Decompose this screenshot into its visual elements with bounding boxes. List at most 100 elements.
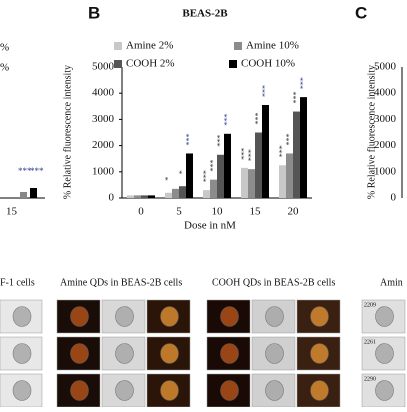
significance: *	[177, 170, 186, 174]
significance: ***	[239, 148, 248, 160]
bar	[262, 104, 269, 198]
panel-letter: B	[88, 3, 100, 22]
bar	[300, 97, 307, 198]
left-legend: %	[0, 42, 9, 54]
bar	[172, 188, 179, 198]
panel-c-letter: C	[355, 3, 367, 22]
image-caption: Amin	[380, 277, 403, 288]
panel-c-tick: 5000	[374, 61, 397, 73]
panel-c-tick: 1000	[374, 165, 397, 177]
y-tick-label: 1000	[92, 165, 115, 177]
significance: ***	[298, 77, 307, 89]
x-tick-label: 20	[288, 206, 300, 218]
cell	[375, 380, 394, 401]
left-bar	[20, 192, 27, 198]
significance: ***	[260, 85, 269, 97]
cell	[12, 380, 32, 401]
left-bar	[30, 188, 37, 198]
significance: ***	[253, 113, 262, 125]
bar	[186, 153, 193, 198]
cell	[265, 343, 284, 364]
x-tick-label: 5	[176, 206, 182, 218]
x-tick-label: 0	[138, 206, 144, 218]
legend-label: COOH 10%	[241, 58, 295, 70]
significance: ***	[246, 149, 255, 161]
micrographs: 2209 2261 2290	[0, 299, 406, 408]
legend-label: Amine 2%	[126, 40, 173, 52]
y-tick-label: 5000	[92, 61, 115, 73]
image-caption: F-1 cells	[0, 277, 35, 288]
legend-swatch	[229, 60, 237, 68]
chart-title: BEAS-2B	[182, 8, 228, 20]
legend-label: COOH 2%	[126, 58, 175, 70]
cell	[220, 380, 239, 401]
cell	[160, 343, 179, 364]
cell	[70, 306, 89, 327]
cell	[265, 306, 284, 327]
bar	[134, 195, 141, 198]
cell	[220, 343, 239, 364]
panel-c-tick: 0	[391, 192, 397, 204]
y-tick-label: 4000	[92, 87, 115, 99]
bar	[165, 192, 172, 198]
bar	[203, 190, 210, 198]
micrograph	[251, 336, 296, 371]
legend-swatch	[114, 42, 122, 50]
significance: *	[163, 177, 172, 181]
significance: ***	[277, 145, 286, 157]
cell	[70, 380, 89, 401]
y-tick-label: 2000	[92, 139, 115, 151]
cell	[375, 343, 394, 364]
significance: ***	[284, 133, 293, 145]
significance: ***	[208, 160, 217, 172]
bar	[179, 186, 186, 198]
left-tick: 15	[6, 206, 18, 218]
legend-label: Amine 10%	[246, 40, 299, 52]
bar	[279, 165, 286, 198]
bar	[241, 167, 248, 198]
bar	[141, 195, 148, 198]
left-legend: %	[0, 62, 9, 74]
y-tick-label: 0	[109, 192, 115, 204]
x-tick-label: 10	[212, 206, 224, 218]
cell	[160, 380, 179, 401]
image-caption: COOH QDs in BEAS-2B cells	[212, 277, 335, 288]
cell	[12, 343, 32, 364]
bar	[286, 153, 293, 198]
panel-c-tick: 4000	[374, 87, 397, 99]
bar	[248, 169, 255, 198]
cell	[70, 343, 89, 364]
bar	[148, 195, 155, 198]
panel-c-tick: 2000	[374, 139, 397, 151]
significance: ***	[201, 170, 210, 182]
legend-swatch	[114, 60, 122, 68]
significance: ***	[291, 92, 300, 104]
cell	[310, 306, 329, 327]
cell	[265, 380, 284, 401]
y-axis-label: % Relative fluorescence intensity	[62, 65, 73, 199]
bar	[217, 154, 224, 198]
panel-c-ticks: 5000 4000 3000 2000 1000 0	[374, 61, 397, 204]
cell	[115, 380, 134, 401]
y-tick-label: 3000	[92, 113, 115, 125]
micrograph	[56, 336, 101, 371]
image-id: 2290	[364, 376, 376, 382]
cell	[220, 306, 239, 327]
bar	[255, 132, 262, 198]
left-stars: ***	[30, 166, 44, 176]
image-id: 2261	[364, 339, 376, 345]
panel-c-tick: 3000	[374, 113, 397, 125]
significance: ***	[215, 135, 224, 147]
cell	[115, 343, 134, 364]
left-stars: ***	[18, 166, 32, 176]
bar	[224, 133, 231, 198]
x-tick-label: 15	[250, 206, 262, 218]
cell	[310, 380, 329, 401]
cell	[160, 306, 179, 327]
panel-c-y-label: % Relative fluorescence intensity	[366, 65, 377, 199]
image-caption: Amine QDs in BEAS-2B cells	[60, 277, 182, 288]
cell	[115, 306, 134, 327]
x-axis-label: Dose in nM	[184, 220, 236, 232]
bar	[127, 195, 134, 198]
